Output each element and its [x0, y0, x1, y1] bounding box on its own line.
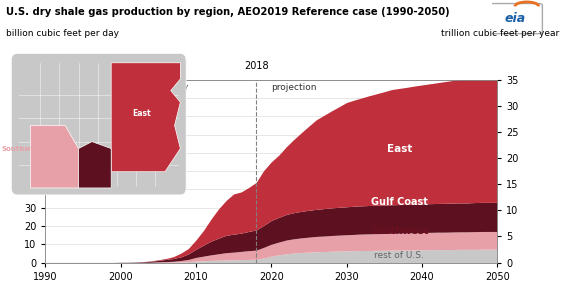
Polygon shape	[31, 125, 79, 188]
Text: Southwest: Southwest	[370, 227, 428, 237]
FancyBboxPatch shape	[11, 53, 186, 195]
Text: rest of U.S.: rest of U.S.	[375, 251, 424, 260]
Text: eia: eia	[505, 12, 526, 25]
Polygon shape	[111, 63, 180, 172]
Text: Southwest: Southwest	[2, 145, 44, 152]
Text: 2018: 2018	[244, 60, 268, 71]
Text: Gulf Coast: Gulf Coast	[371, 197, 428, 207]
Text: U.S. dry shale gas production by region, AEO2019 Reference case (1990-2050): U.S. dry shale gas production by region,…	[6, 7, 449, 17]
Text: trillion cubic feet per year: trillion cubic feet per year	[441, 30, 559, 39]
Text: billion cubic feet per day: billion cubic feet per day	[6, 30, 119, 39]
Text: East: East	[386, 144, 412, 154]
Text: history: history	[157, 83, 188, 92]
Text: projection: projection	[271, 83, 317, 92]
FancyBboxPatch shape	[488, 4, 542, 34]
Polygon shape	[79, 142, 111, 188]
Text: East: East	[133, 109, 151, 118]
Text: Gulf
Coast: Gulf Coast	[84, 158, 105, 171]
